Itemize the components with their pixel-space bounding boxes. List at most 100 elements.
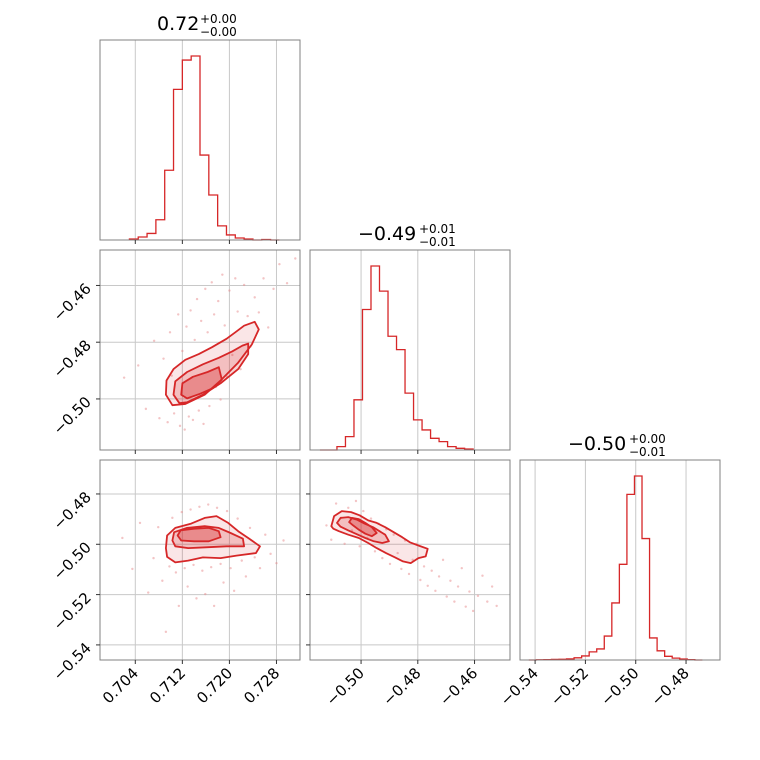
scatter-point <box>460 566 463 570</box>
scatter-point <box>246 314 249 318</box>
scatter-point <box>219 562 222 566</box>
hist-step-1 <box>319 265 474 451</box>
scatter-point <box>222 581 225 584</box>
scatter-point <box>396 551 399 555</box>
scatter-point <box>191 418 195 422</box>
contour-panel-0-2: 0.704 0.712 0.720 0.728 −0.54 −0.52 −0.50 −0.48 <box>50 459 301 707</box>
y-tick-label-2-0: −0.54 <box>50 639 95 684</box>
scatter-point <box>192 563 195 567</box>
scatter-point <box>168 565 171 568</box>
scatter-point <box>257 311 261 314</box>
scatter-point <box>434 589 437 593</box>
scatter-point <box>419 578 422 582</box>
scatter-point <box>422 565 426 568</box>
scatter-point <box>362 509 365 513</box>
scatter-point <box>334 502 338 505</box>
scatter-point <box>234 277 237 280</box>
scatter-point <box>202 422 205 426</box>
scatter-point <box>278 262 281 266</box>
scatter-point <box>347 506 350 509</box>
title-minus-1: −0.01 <box>419 235 456 249</box>
x-tick-label-0-0: 0.704 <box>99 664 142 707</box>
scatter-point <box>468 590 471 593</box>
panels: −0.54 −0.52 −0.50 −0.48−0.50−0.48−0.460.704… <box>50 39 721 709</box>
scatter-point <box>183 428 186 431</box>
scatter-point <box>275 561 278 565</box>
title-param-1: −0.49 +0.01 −0.01 <box>358 222 456 249</box>
scatter-point <box>204 592 207 596</box>
scatter-point <box>358 545 361 548</box>
scatter-point <box>330 538 333 541</box>
scatter-point <box>208 404 211 408</box>
contour-level-2 <box>172 342 250 405</box>
hist-frame-0 <box>99 39 301 241</box>
scatter-point <box>388 562 392 566</box>
title-value-1: −0.49 <box>358 223 416 245</box>
scatter-point <box>471 609 475 613</box>
contour-panel-1-2: −0.50 −0.48 −0.46 <box>306 459 511 709</box>
hist-frame-1 <box>309 249 511 451</box>
scatter-point <box>490 585 494 588</box>
title-value-2: −0.50 <box>568 433 626 455</box>
title-plus-0: +0.00 <box>200 12 237 26</box>
scatter-point <box>486 600 489 603</box>
title-minus-0: −0.00 <box>200 25 237 39</box>
scatter-point <box>147 591 150 594</box>
x-tick-label-1-1: −0.48 <box>379 664 424 709</box>
scatter-point <box>441 558 445 562</box>
x-tick-label-2-3: −0.48 <box>648 664 693 709</box>
scatter-point <box>228 289 231 292</box>
hist-frame-2 <box>519 459 721 661</box>
y-tick-label-2-3: −0.48 <box>50 488 95 533</box>
scatter-point <box>180 510 183 514</box>
title-param-0: 0.72 +0.00 −0.00 <box>157 12 237 39</box>
hist-step-2 <box>528 475 703 661</box>
hist-panel-2: −0.54 −0.52 −0.50 −0.48 <box>497 459 721 709</box>
scatter-point <box>294 257 297 260</box>
scatter-point <box>209 565 213 569</box>
title-plus-2: +0.00 <box>629 432 666 446</box>
scatter-point <box>164 630 168 634</box>
scatter-point <box>269 552 272 556</box>
scatter-point <box>400 567 403 571</box>
scatter-point <box>138 521 142 525</box>
scatter-point <box>223 324 226 327</box>
scatter-point <box>207 503 210 506</box>
y-tick-label-2-2: −0.50 <box>50 538 95 583</box>
scatter-point <box>137 364 140 367</box>
scatter-point <box>236 310 239 313</box>
scatter-point <box>456 585 460 588</box>
scatter-point <box>195 597 198 600</box>
contour-frame-0-2 <box>99 459 301 661</box>
scatter-point <box>174 571 178 574</box>
scatter-point <box>231 353 234 357</box>
scatter-point <box>232 589 236 593</box>
scatter-point <box>186 585 189 588</box>
scatter-point <box>168 331 172 334</box>
scatter-point <box>426 584 429 587</box>
hist-panel-1 <box>309 249 511 454</box>
scatter-point <box>197 409 201 412</box>
scatter-point <box>464 605 467 608</box>
scatter-point <box>476 594 480 598</box>
y-tick-label-2-1: −0.52 <box>50 589 95 634</box>
scatter-point <box>264 533 267 536</box>
scatter-point <box>177 604 181 608</box>
scatter-point <box>240 559 243 562</box>
title-plus-1: +0.01 <box>419 222 456 236</box>
scatter-point <box>453 600 456 603</box>
scatter-point <box>212 313 216 316</box>
scatter-point <box>407 572 411 576</box>
scatter-point <box>267 326 270 329</box>
hist-panel-0 <box>99 39 301 244</box>
x-tick-label-2-0: −0.54 <box>497 664 542 709</box>
scatter-point <box>206 331 209 334</box>
contour-frame-1-2 <box>309 459 511 661</box>
contour-panel-0-1: −0.50 −0.48 −0.46 <box>50 249 301 454</box>
scatter-point <box>201 569 204 572</box>
x-tick-label-2-1: −0.52 <box>547 664 592 709</box>
scatter-point <box>158 417 161 420</box>
scatter-point <box>217 299 220 303</box>
scatter-point <box>189 508 192 511</box>
title-minus-2: −0.01 <box>629 445 666 459</box>
